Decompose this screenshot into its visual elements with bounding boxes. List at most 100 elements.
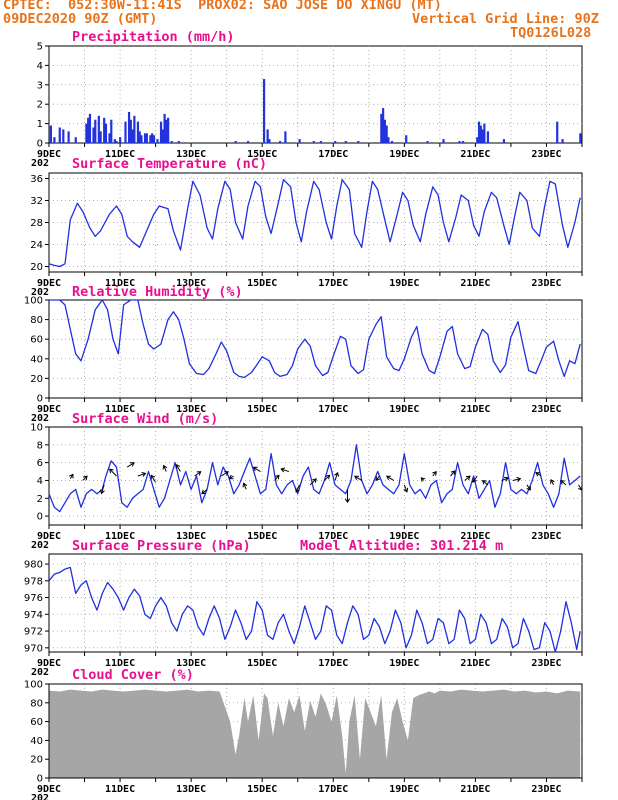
pres-frame [48,553,583,653]
precip-bar [561,139,564,143]
wind-vector-head [201,489,207,495]
wind-vector-head [526,486,531,491]
precip-bar [92,127,95,143]
precip-bar [88,113,92,143]
rh-ytick-label: 40 [30,354,43,365]
wind-vector-head [403,487,409,493]
precip-bar [140,135,143,143]
precip-bar [129,119,132,143]
precip-bar [477,121,481,143]
wind-ytick-label: 6 [37,458,43,469]
wind-vector [150,475,157,483]
precip-bar [380,113,383,143]
temp-year-fragment: 202 [31,287,49,298]
pres-xtick-label: 13DEC [176,658,206,669]
precip-bar [145,133,148,143]
wind-vector-head [196,471,202,476]
precip-bar [138,131,141,143]
precip-year-fragment: 202 [31,158,49,169]
precip-bar [476,137,479,143]
pres-ytick-label: 970 [24,643,43,654]
precip-bar [156,139,159,143]
precip-bar [579,133,582,143]
wind-vector-head [224,471,229,476]
precip-bar [152,135,156,143]
precip-xtick-label: 21DEC [460,149,490,160]
temp-ytick-label: 32 [30,196,43,207]
wind-vector [386,475,394,481]
temp-xtick-label: 15DEC [247,278,277,289]
wind-vector [464,475,471,481]
wind-year-fragment: 202 [31,540,49,551]
wind-vector-head [481,480,487,485]
wind-ytick-label: 0 [37,512,43,523]
precip-bar [94,119,97,143]
wind-vector [101,484,105,494]
precip-ytick-label: 0 [37,139,43,150]
wind-vector-head [420,477,426,482]
precip-xtick-label: 17DEC [318,149,348,160]
precip-bar [159,121,163,143]
temp-ytick-label: 36 [30,174,43,185]
temp-xtick-label: 21DEC [460,278,490,289]
precip-bar [127,111,131,143]
pres-xtick-label: 11DEC [105,658,135,669]
wind-vector-head [109,468,114,474]
wind-ytick-label: 8 [37,440,43,451]
precip-bar [85,123,88,143]
wind-vector-head [228,474,234,480]
rh-xtick-label: 15DEC [247,404,277,415]
rh-xtick-label: 23DEC [531,404,561,415]
precip-bar [58,127,61,143]
wind-xtick-label: 19DEC [389,531,419,542]
cloud-xtick-label: 15DEC [247,784,277,795]
precip-bar [103,117,106,143]
precip-bar [143,133,147,143]
cloud-xtick-label: 21DEC [460,784,490,795]
wind-vector-head [141,472,147,477]
precip-bar [458,141,461,143]
wind-vector [472,475,478,483]
precip-bar [234,141,237,143]
rh-xtick-label: 21DEC [460,404,490,415]
precip-bar [124,121,127,143]
temp-ytick-label: 24 [30,240,43,251]
precip-bar [278,141,282,143]
rh-ytick-label: 100 [24,296,43,307]
wind-vector-head [550,478,555,484]
cloud-xtick-label: 17DEC [318,784,348,795]
wind-frame [48,426,583,526]
pres-ytick-label: 976 [24,593,43,604]
temp-xtick-label: 11DEC [105,278,135,289]
precip-bar [113,139,116,143]
wind-vector-head [334,471,340,477]
temp-xtick-label: 19DEC [389,278,419,289]
header-grid-note: Vertical Grid Line: 90Z [412,11,599,27]
precip-bar [479,125,482,143]
precip-ytick-label: 1 [37,119,43,130]
precip-bar [461,141,465,143]
precip-bar [170,141,173,143]
temp-xtick-label: 13DEC [176,278,206,289]
wind-xtick-label: 15DEC [247,531,277,542]
precip-bar [167,117,170,143]
precip-xtick-label: 15DEC [247,149,277,160]
wind-ytick-label: 10 [30,423,43,434]
temp-ytick-label: 20 [30,262,43,273]
precip-bar [442,139,445,143]
wind-vector [560,480,567,486]
wind-vector-head [252,466,258,472]
cloud-ytick-label: 40 [30,736,43,747]
cloud-ytick-label: 100 [24,680,43,691]
precip-bar [149,135,152,143]
precip-frame [48,45,583,144]
precip-ytick-label: 4 [37,61,43,72]
precip-xtick-label: 9DEC [37,149,61,160]
wind-vector [109,468,117,477]
cloud-xtick-label: 13DEC [176,784,206,795]
wind-vector-head [344,498,351,504]
precip-bar [344,141,347,143]
precip-bar [163,113,166,143]
precip-bar [382,108,385,143]
precip-ytick-label: 5 [37,42,43,53]
